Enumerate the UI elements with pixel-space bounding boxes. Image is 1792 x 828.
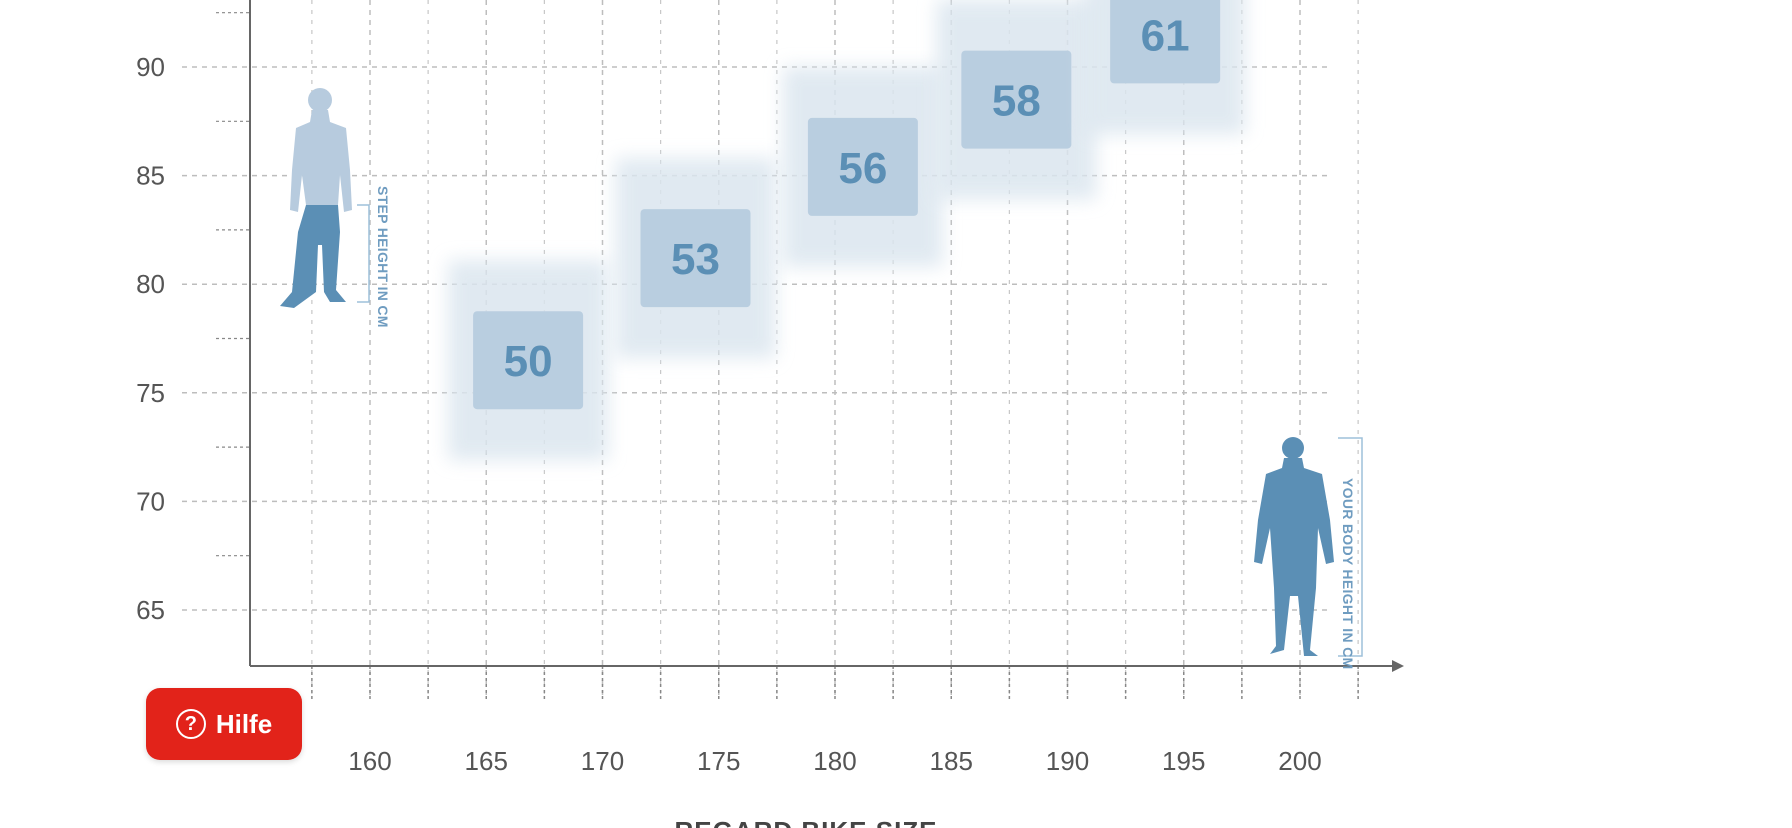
- size-box-rect: [807, 117, 918, 216]
- help-button-label: Hilfe: [215, 708, 273, 739]
- size-box-61: 61: [1085, 0, 1246, 135]
- size-box-50: 50: [448, 260, 609, 461]
- y-tick-label: 70: [136, 486, 165, 516]
- y-tick-label: 65: [136, 595, 165, 625]
- y-tick-label: 85: [136, 161, 165, 191]
- size-box-rect: [961, 50, 1072, 149]
- x-tick-label: 180: [813, 746, 856, 776]
- size-box-label: 50: [504, 337, 553, 386]
- x-tick-label: 170: [581, 746, 624, 776]
- person-step-height-icon: [280, 88, 370, 308]
- size-box-label: 58: [992, 77, 1041, 126]
- body-height-label: YOUR BODY HEIGHT IN CM: [1340, 478, 1356, 669]
- size-box-label: 53: [671, 235, 720, 284]
- x-tick-label: 185: [930, 746, 973, 776]
- x-tick-label: 165: [465, 746, 508, 776]
- help-button[interactable]: ? Hilfe: [146, 688, 302, 760]
- size-box-58: 58: [936, 0, 1097, 200]
- x-tick-label: 190: [1046, 746, 1089, 776]
- y-tick-label: 75: [136, 378, 165, 408]
- person-body-height-icon: [1254, 437, 1363, 657]
- size-box-rect: [1110, 0, 1221, 84]
- x-axis-arrow: [1392, 660, 1404, 672]
- size-box-rect: [640, 209, 751, 308]
- step-height-label: STEP HEIGHT IN CM: [375, 186, 391, 328]
- question-circle-icon: ?: [175, 709, 206, 739]
- x-tick-label: 195: [1162, 746, 1205, 776]
- x-tick-label: 200: [1278, 746, 1321, 776]
- size-box-label: 56: [838, 144, 887, 193]
- size-box-53: 53: [615, 158, 776, 359]
- y-tick-label: 80: [136, 269, 165, 299]
- x-tick-label: 175: [697, 746, 740, 776]
- size-box-rect: [473, 311, 584, 410]
- size-box-56: 56: [782, 66, 943, 267]
- x-tick-label: 160: [348, 746, 391, 776]
- size-box-label: 61: [1141, 11, 1190, 60]
- y-tick-label: 90: [136, 52, 165, 82]
- chart-bottom-title: REGARD BIKE SIZE: [674, 816, 937, 828]
